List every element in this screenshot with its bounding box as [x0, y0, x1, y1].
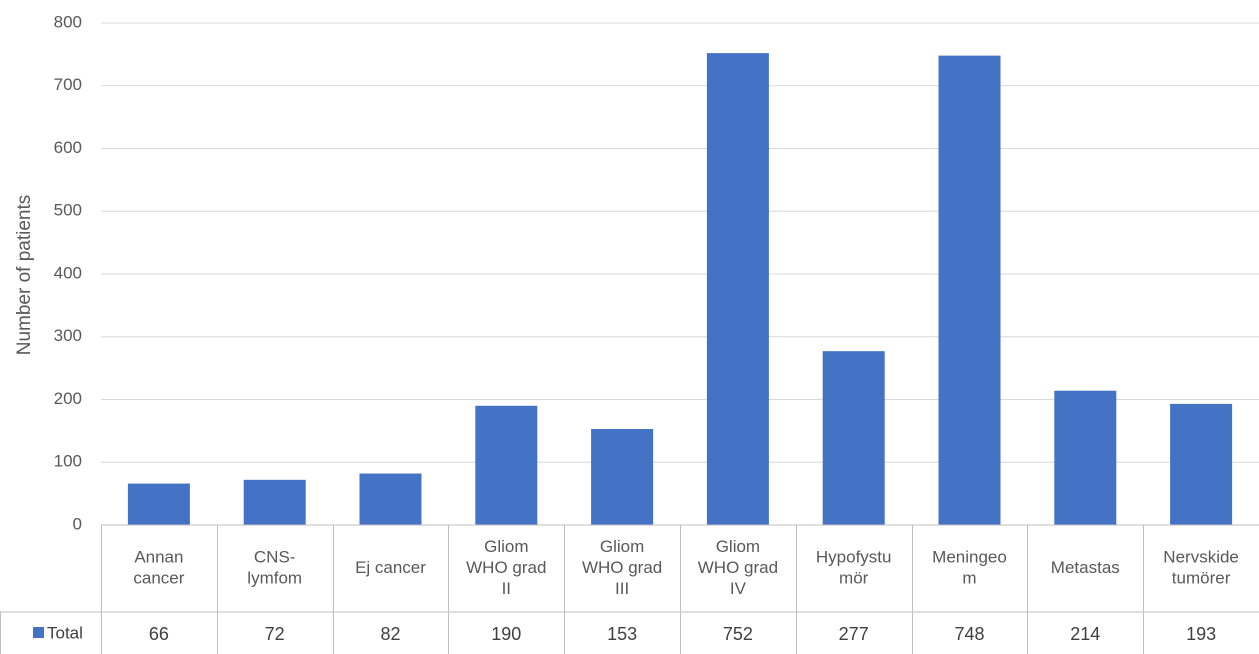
category-label-line: WHO grad: [466, 558, 546, 577]
y-tick-label: 300: [54, 326, 82, 345]
category-label-line: Nervskide: [1163, 547, 1239, 566]
category-label-line: Gliom: [484, 537, 528, 556]
data-table-value: 193: [1186, 624, 1216, 644]
y-tick-label: 500: [54, 201, 82, 220]
data-table-value: 752: [723, 624, 753, 644]
category-label-line: Gliom: [600, 537, 644, 556]
bar: [706, 53, 769, 526]
data-table-value: 214: [1070, 624, 1100, 644]
category-label-line: Metastas: [1051, 558, 1120, 577]
category-label: CNS-lymfom: [247, 547, 302, 587]
category-label: Gliom WHO grad IV: [698, 537, 778, 598]
y-tick-label: 700: [54, 75, 82, 94]
category-label-line: CNS-: [254, 547, 296, 566]
category-label: Ej cancer: [355, 558, 426, 577]
y-tick-label: 600: [54, 138, 82, 157]
legend-series-name: Total: [47, 623, 83, 642]
category-label-line: WHO grad: [582, 558, 662, 577]
category-label-line: III: [615, 579, 629, 598]
data-table-value: 153: [607, 624, 637, 644]
y-tick-label: 800: [54, 12, 82, 31]
y-axis-ticks: 0 100 200 300 400 500 600 700 800: [54, 12, 82, 533]
category-label-line: IV: [730, 579, 747, 598]
bar: [127, 483, 190, 525]
category-label-line: Meningeo: [932, 547, 1007, 566]
category-label: Hypofystu mör: [816, 547, 892, 587]
category-label-line: lymfom: [247, 568, 302, 587]
bars: [127, 53, 1233, 526]
category-label: Gliom WHO grad II: [466, 537, 546, 598]
legend-swatch: [33, 627, 44, 638]
category-label: Nervskide tumörer: [1163, 547, 1239, 587]
category-label-line: Hypofystu: [816, 547, 892, 566]
category-label: Meningeo m: [932, 547, 1007, 587]
bar: [938, 55, 1001, 525]
category-label-line: tumörer: [1172, 568, 1231, 587]
category-label-line: mör: [839, 568, 869, 587]
category-label: Annan cancer: [133, 547, 184, 587]
category-label-line: Annan: [134, 547, 183, 566]
y-tick-label: 100: [54, 452, 82, 471]
category-label: Metastas: [1051, 558, 1120, 577]
category-label-line: Gliom: [716, 537, 760, 556]
data-table: Annan cancer CNS-lymfom Ej cancer Gliom WHO g…: [0, 524, 1259, 654]
bar: [1054, 390, 1117, 525]
data-table-value: 190: [491, 624, 521, 644]
bar: [822, 351, 885, 525]
bar: [1170, 403, 1233, 525]
bar: [591, 428, 654, 525]
data-table-value: 277: [839, 624, 869, 644]
category-label-line: II: [502, 579, 511, 598]
y-axis-title: Number of patients: [14, 195, 35, 356]
category-label: Gliom WHO grad III: [582, 537, 662, 598]
y-tick-label: 400: [54, 263, 82, 282]
category-label-line: Ej cancer: [355, 558, 426, 577]
bar: [359, 473, 422, 525]
category-label-line: WHO grad: [698, 558, 778, 577]
y-tick-label: 0: [73, 514, 82, 533]
data-table-value: 82: [380, 624, 400, 644]
bar: [475, 405, 538, 525]
data-table-value: 66: [149, 624, 169, 644]
category-label-line: m: [962, 568, 976, 587]
bar: [243, 479, 306, 525]
data-table-value: 748: [954, 624, 984, 644]
gridlines: [101, 22, 1259, 463]
y-tick-label: 200: [54, 389, 82, 408]
category-label-line: cancer: [133, 568, 184, 587]
data-table-value: 72: [265, 624, 285, 644]
